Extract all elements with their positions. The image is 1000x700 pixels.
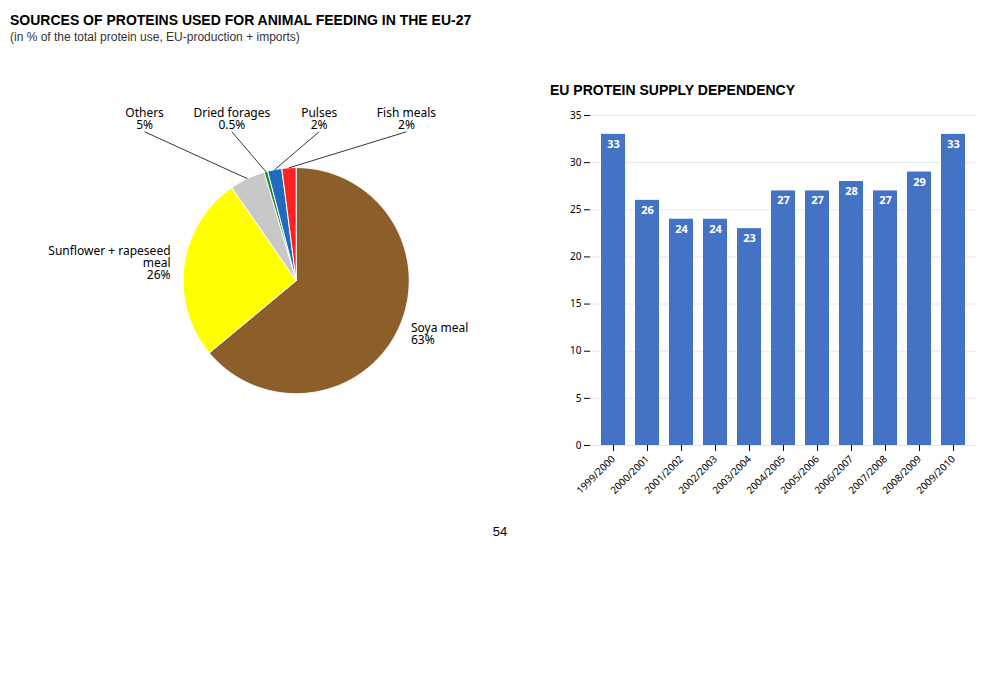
svg-text:0: 0 [576,438,582,452]
svg-text:Fish meals2%: Fish meals2% [377,104,436,133]
html-text:(in % of the total protein use: (in % of the total protein use, EU-produ… [10,30,300,44]
svg-text:Others5%: Others5% [125,104,164,133]
svg-text:2009/2010: 2009/2010 [913,452,958,497]
svg-text:27: 27 [879,192,892,207]
svg-text:Soya meal63%: Soya meal63% [411,319,468,348]
svg-text:27: 27 [777,192,790,207]
svg-text:24: 24 [675,221,688,236]
svg-text:Pulses2%: Pulses2% [301,104,337,133]
svg-text:28: 28 [845,183,858,198]
html-text:54: 54 [492,524,508,539]
svg-text:2006/2007: 2006/2007 [811,451,856,497]
svg-text:2004/2005: 2004/2005 [743,451,788,497]
svg-text:33: 33 [947,136,960,151]
svg-text:2008/2009: 2008/2009 [879,451,924,497]
html-text:SOURCES OF PROTEINS USED FOR A: SOURCES OF PROTEINS USED FOR ANIMAL FEED… [10,12,472,28]
html-text:EU PROTEIN SUPPLY DEPENDENCY: EU PROTEIN SUPPLY DEPENDENCY [550,82,796,98]
svg-text:29: 29 [913,174,926,189]
svg-text:Dried forages0.5%: Dried forages0.5% [193,104,270,133]
svg-text:1999/2000: 1999/2000 [573,451,618,497]
svg-text:15: 15 [570,296,582,310]
svg-text:2003/2004: 2003/2004 [709,451,754,497]
svg-text:23: 23 [743,230,756,245]
svg-text:20: 20 [570,249,582,263]
svg-text:26: 26 [641,202,654,217]
svg-text:2000/2001: 2000/2001 [607,451,652,497]
svg-text:5: 5 [576,391,582,405]
svg-text:2005/2006: 2005/2006 [777,451,822,497]
svg-text:2002/2003: 2002/2003 [675,451,720,497]
svg-text:2001/2002: 2001/2002 [641,451,686,497]
svg-text:35: 35 [570,108,582,122]
svg-text:30: 30 [570,155,582,169]
svg-text:10: 10 [570,343,582,357]
svg-text:Sunflower + rapeseedmeal26%: Sunflower + rapeseedmeal26% [48,242,170,283]
svg-text:2007/2008: 2007/2008 [845,451,890,497]
svg-text:25: 25 [570,202,582,216]
svg-text:33: 33 [607,136,620,151]
svg-text:24: 24 [709,221,722,236]
svg-text:27: 27 [811,192,824,207]
